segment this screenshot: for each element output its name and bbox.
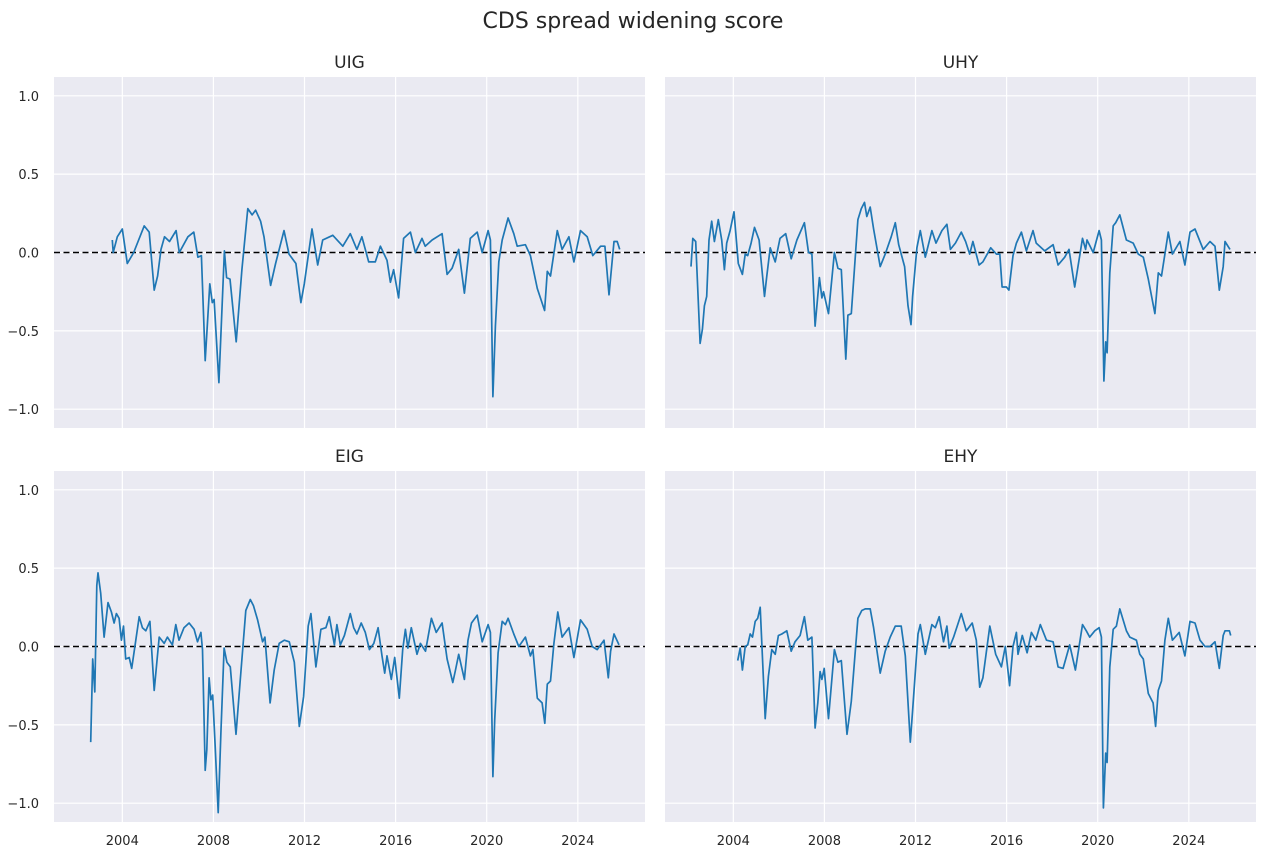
y-tick-label: 0.5 [18,168,39,183]
subplot-uhy: UHY [665,53,1256,428]
y-tick-label: −1.0 [7,797,39,812]
y-tick-label: −0.5 [7,325,39,340]
x-tick-label: 2020 [1081,834,1114,849]
y-tick-label: 1.0 [18,90,39,105]
x-tick-label: 2012 [899,834,932,849]
x-tick-label: 2024 [561,834,594,849]
subplot-eig: 2004 2008 2012 2016 2020 2024 −1.0 −0.5 0.0 0.5 1.… [7,447,645,849]
subplot-title: UIG [334,53,365,73]
x-tick-label: 2012 [288,834,321,849]
x-tick-label: 2020 [470,834,503,849]
x-tick-label: 2016 [990,834,1023,849]
subplot-uig: −1.0 −0.5 0.0 0.5 1.0 UIG [7,53,645,428]
subplot-ehy: 2004 2008 2012 2016 2020 2024 EHY [665,447,1256,849]
series-line-uig [111,207,621,398]
subplot-title: EIG [335,447,364,467]
x-tick-label: 2004 [106,834,139,849]
subplot-title: UHY [943,53,979,73]
series-line-uhy [690,201,1231,382]
chart-title: CDS spread widening score [483,9,784,34]
y-tick-label: 0.0 [18,247,39,262]
y-tick-label: −1.0 [7,403,39,418]
x-tick-label: 2004 [717,834,750,849]
x-tick-label: 2008 [808,834,841,849]
x-tick-label: 2008 [197,834,230,849]
x-tick-label: 2024 [1172,834,1205,849]
y-tick-label: 1.0 [18,484,39,499]
y-tick-label: 0.0 [18,641,39,656]
y-tick-label: 0.5 [18,562,39,577]
x-tick-label: 2016 [379,834,412,849]
series-line-eig [89,572,620,814]
series-line-ehy [736,606,1232,809]
y-tick-label: −0.5 [7,719,39,734]
subplot-title: EHY [944,447,979,467]
